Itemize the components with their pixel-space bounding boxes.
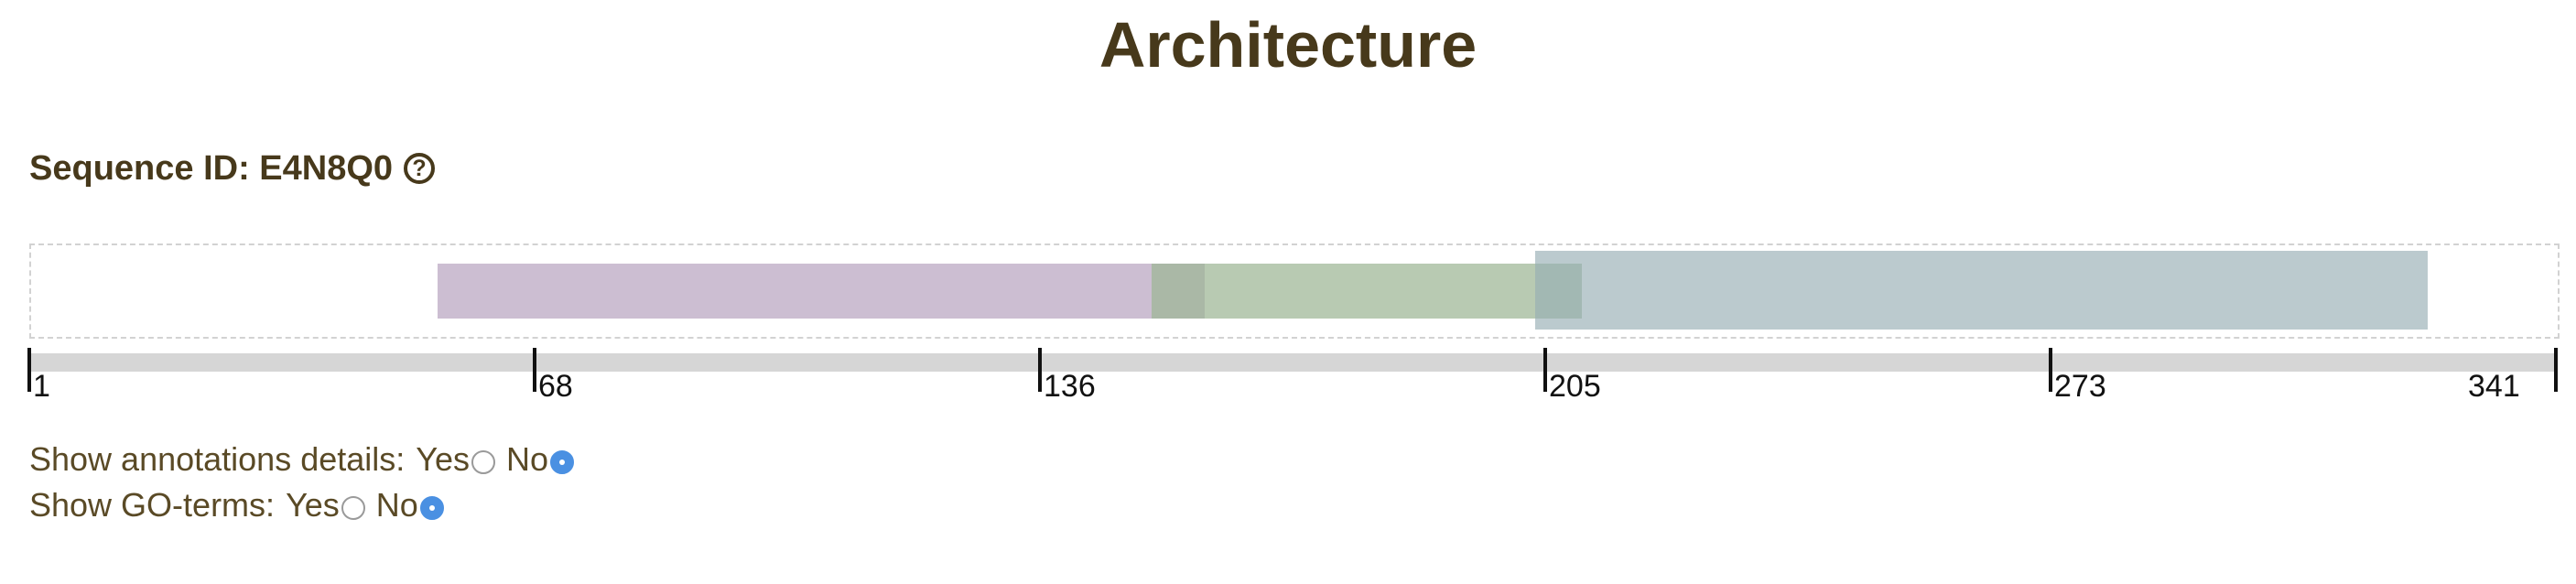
ruler-tick (1038, 348, 1042, 392)
ruler-tick-label: 68 (538, 369, 573, 404)
domain-bar[interactable] (1152, 264, 1582, 319)
ruler-tick (1543, 348, 1547, 392)
ruler-tick-label: 136 (1044, 369, 1096, 404)
ruler-tick (533, 348, 536, 392)
domain-bar[interactable] (437, 264, 1205, 319)
annotations-option-label: Show annotations details: (29, 440, 406, 478)
ruler-tick-label: 1 (33, 369, 50, 404)
go-terms-no-radio[interactable] (419, 496, 444, 520)
help-circle-icon[interactable]: ? (404, 153, 436, 184)
ruler-tick-label: 273 (2054, 369, 2106, 404)
sequence-id-heading: Sequence ID: E4N8Q0 ? (29, 146, 436, 190)
ruler-tick (2049, 348, 2052, 392)
sequence-id-label: Sequence ID: E4N8Q0 (29, 149, 394, 188)
annotations-yes-label[interactable]: Yes (416, 440, 471, 478)
annotations-option-row: Show annotations details: Yes No (29, 439, 575, 480)
annotations-no-label[interactable]: No (506, 440, 549, 478)
page-title: Architecture (1099, 9, 1477, 81)
annotations-no-radio[interactable] (550, 450, 575, 474)
go-terms-no-label[interactable]: No (375, 486, 418, 524)
ruler-tick-label: 341 (2468, 369, 2520, 404)
go-terms-option-row: Show GO-terms: Yes No (29, 485, 444, 525)
ruler-tick (2554, 348, 2558, 392)
go-terms-yes-radio[interactable] (341, 496, 365, 520)
go-terms-option-label: Show GO-terms: (29, 486, 276, 524)
position-ruler (29, 353, 2556, 372)
ruler-tick-label: 205 (1549, 369, 1601, 404)
ruler-tick (27, 348, 31, 392)
domain-bar[interactable] (1535, 251, 2429, 330)
go-terms-yes-label[interactable]: Yes (286, 486, 340, 524)
annotations-yes-radio[interactable] (471, 450, 496, 474)
architecture-track (29, 243, 2560, 339)
